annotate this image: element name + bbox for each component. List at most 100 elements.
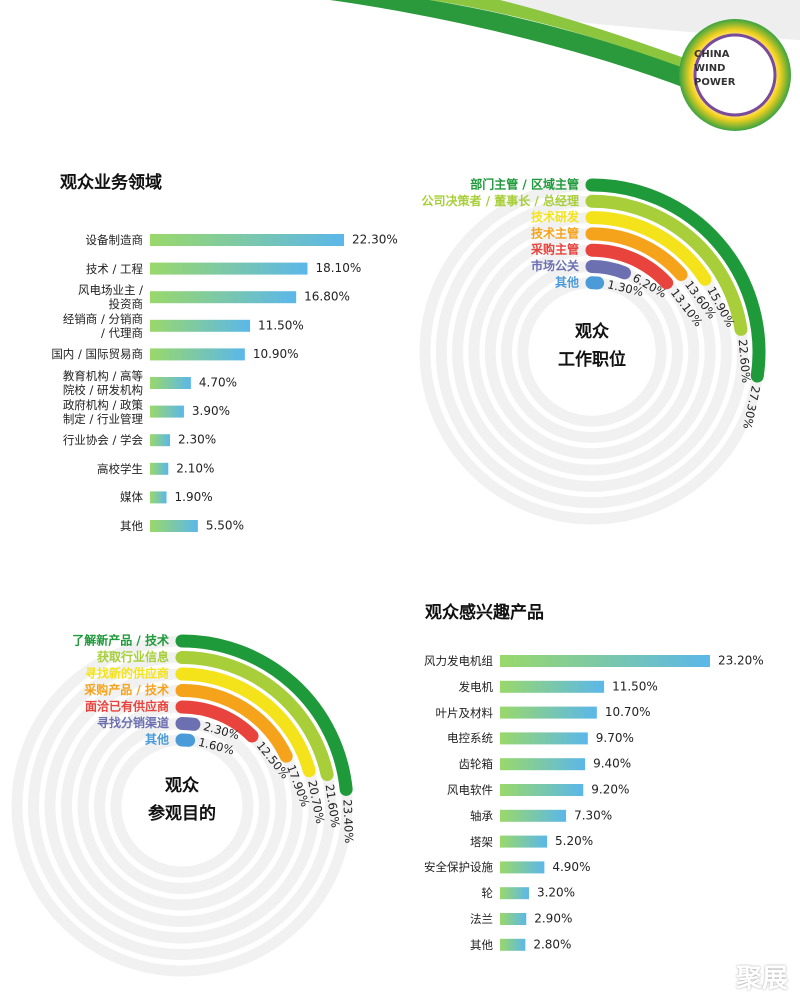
radial-bar [175, 667, 316, 778]
category-label: 行业协会 / 学会 [62, 433, 143, 448]
category-label: 其他 [470, 937, 493, 952]
header-swoosh [330, 0, 690, 90]
value-label: 7.30% [574, 808, 612, 822]
legend-label: 其他 [145, 732, 169, 747]
bar [500, 938, 526, 951]
bar [150, 234, 345, 246]
legend-label: 公司决策者 / 董事长 / 总经理 [422, 193, 579, 208]
bar [500, 861, 545, 874]
category-label: 风电软件 [447, 783, 493, 797]
radial-bar [585, 211, 712, 286]
category-label: 发电机 [458, 679, 494, 694]
bar [150, 348, 245, 361]
category-label: 风力发电机组 [424, 654, 493, 668]
value-label: 23.20% [718, 654, 764, 668]
category-label: 教育机构 / 高等 院校 / 研发机构 [62, 369, 143, 397]
value-label: 11.50% [258, 318, 304, 332]
radial-bar [585, 260, 631, 280]
radial-bar [175, 700, 259, 743]
radial-bar [585, 178, 766, 383]
value-label: 3.20% [537, 886, 575, 900]
bar [150, 319, 251, 332]
chart-title: 观众 [164, 775, 200, 796]
legend-label: 技术研发 [531, 209, 580, 224]
logo-inner [693, 33, 777, 117]
category-label: 其他 [120, 519, 143, 533]
category-label: 轴承 [470, 808, 493, 823]
radial-bar [585, 227, 688, 281]
watermark: 聚展 [735, 964, 788, 994]
bar [150, 291, 297, 304]
value-label: 27.30% [740, 385, 763, 431]
value-label: 2.30% [178, 433, 216, 447]
value-label: 10.70% [605, 705, 651, 719]
value-label: 2.10% [176, 461, 214, 475]
category-label: 经销商 / 分销商 / 代理商 [62, 311, 143, 340]
header-band [0, 0, 800, 40]
radial-bar [175, 651, 334, 782]
bar [150, 377, 191, 389]
legend-label: 部门主管 / 区域主管 [470, 177, 579, 192]
legend-label: 面洽已有供应商 [85, 699, 169, 714]
category-label: 塔架 [470, 834, 493, 849]
bar [500, 706, 597, 719]
bar [150, 262, 308, 275]
chart-title: 参观目的 [148, 803, 216, 824]
value-label: 18.10% [315, 261, 361, 275]
bar [150, 405, 184, 418]
bar [500, 835, 548, 848]
value-label: 16.80% [304, 290, 350, 304]
chart-title: 观众业务领域 [59, 172, 162, 193]
legend-label: 寻找新的供应商 [85, 666, 169, 681]
category-label: 轮 [481, 886, 494, 901]
bar [500, 732, 588, 745]
value-label: 2.90% [534, 912, 572, 926]
bar [500, 758, 586, 771]
category-label: 技术 / 工程 [85, 261, 143, 276]
value-label: 23.40% [340, 799, 356, 843]
bar [500, 784, 584, 796]
category-label: 政府机构 / 政策 制定 / 行业管理 [62, 397, 143, 426]
value-label: 22.60% [736, 339, 754, 384]
value-label: 9.20% [591, 783, 629, 797]
value-label: 2.80% [533, 937, 571, 951]
bar [150, 462, 169, 475]
value-label: 10.90% [253, 347, 299, 361]
value-label: 5.20% [555, 834, 593, 848]
bar [150, 434, 171, 447]
category-label: 媒体 [120, 490, 143, 505]
category-label: 齿轮箱 [458, 757, 494, 772]
legend-label: 其他 [555, 274, 579, 289]
legend-label: 采购主管 [530, 242, 579, 257]
bar [500, 809, 567, 822]
bar [500, 913, 527, 925]
bar [150, 491, 167, 504]
legend-label: 采购产品 / 技术 [83, 682, 169, 697]
chart-title: 工作职位 [558, 349, 626, 370]
bar [150, 520, 198, 532]
legend-label: 寻找分销渠道 [97, 715, 169, 730]
category-label: 设备制造商 [85, 233, 144, 247]
radial-bar [175, 684, 293, 763]
value-label: 3.90% [192, 404, 230, 418]
value-label: 4.70% [199, 376, 237, 390]
category-label: 风电场业主 / 投资商 [77, 283, 143, 312]
logo-text: CHINA [694, 49, 730, 60]
value-label: 9.40% [593, 757, 631, 771]
category-label: 高校学生 [97, 461, 143, 476]
chart-title: 观众 [574, 321, 610, 342]
category-label: 安全保护设施 [424, 860, 493, 875]
value-label: 9.70% [596, 731, 634, 745]
radial-bar [585, 243, 674, 290]
legend-label: 技术主管 [531, 225, 579, 240]
legend-label: 了解新产品 / 技术 [72, 633, 169, 648]
value-label: 21.60% [322, 783, 342, 828]
bar [500, 655, 710, 667]
radial-bar [585, 194, 748, 336]
bar [500, 887, 529, 900]
value-label: 22.30% [352, 233, 398, 247]
category-label: 国内 / 国际贸易商 [51, 347, 143, 362]
legend-label: 市场公关 [531, 258, 579, 273]
